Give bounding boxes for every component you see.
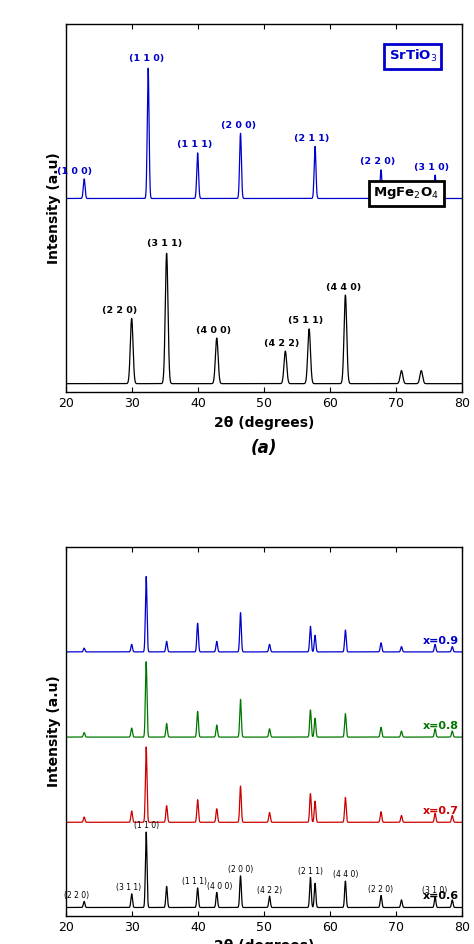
Text: (2 2 0): (2 2 0): [360, 158, 395, 166]
Text: (2 1 1): (2 1 1): [294, 134, 329, 143]
Text: x=0.6: x=0.6: [423, 891, 459, 902]
Y-axis label: Intensity (a.u): Intensity (a.u): [47, 676, 61, 787]
Text: SrTiO$_3$: SrTiO$_3$: [389, 48, 437, 64]
Text: (1 1 0): (1 1 0): [134, 821, 159, 831]
Text: (1 1 0): (1 1 0): [128, 54, 164, 63]
Text: (2 2 0): (2 2 0): [368, 885, 393, 894]
Text: (1 1 1): (1 1 1): [177, 141, 212, 149]
Text: (3 1 1): (3 1 1): [116, 884, 141, 892]
Text: (3 1 0): (3 1 0): [422, 886, 448, 895]
Text: x=0.9: x=0.9: [423, 636, 459, 646]
Text: (3 1 0): (3 1 0): [414, 162, 449, 172]
Text: (2 0 0): (2 0 0): [228, 866, 253, 874]
Text: (1 0 0): (1 0 0): [57, 166, 92, 176]
X-axis label: 2θ (degrees): 2θ (degrees): [214, 415, 314, 430]
Text: MgFe$_2$O$_4$: MgFe$_2$O$_4$: [373, 185, 439, 201]
Text: (4 0 0): (4 0 0): [196, 326, 231, 334]
Text: (4 2 2): (4 2 2): [264, 339, 300, 347]
Text: (4 4 0): (4 4 0): [326, 282, 361, 292]
Text: x=0.7: x=0.7: [423, 806, 459, 817]
X-axis label: 2θ (degrees): 2θ (degrees): [214, 939, 314, 944]
Text: (4 2 2): (4 2 2): [257, 885, 282, 895]
Text: (2 0 0): (2 0 0): [221, 121, 256, 130]
Text: (a): (a): [251, 439, 277, 457]
Y-axis label: Intensity (a.u): Intensity (a.u): [47, 152, 61, 263]
Text: (4 0 0): (4 0 0): [207, 882, 233, 891]
Text: (2 2 0): (2 2 0): [102, 306, 137, 315]
Text: (1 1 1): (1 1 1): [182, 877, 207, 886]
Text: (2 2 0): (2 2 0): [64, 891, 89, 900]
Text: (5 1 1): (5 1 1): [288, 316, 323, 326]
Text: (2 1 1): (2 1 1): [298, 867, 323, 876]
Text: (4 4 0): (4 4 0): [333, 870, 358, 880]
Text: (3 1 1): (3 1 1): [147, 239, 182, 248]
Text: x=0.8: x=0.8: [423, 721, 459, 731]
